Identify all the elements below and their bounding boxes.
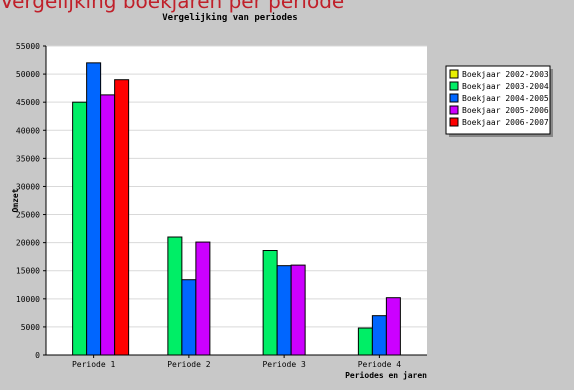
bar	[262, 250, 278, 356]
legend-label: Boekjaar 2005-2006	[462, 106, 549, 115]
y-tick-label: 40000	[16, 126, 40, 135]
x-tick-labels: Periode 1 Periode 2 Periode 3 Periode 4	[72, 355, 401, 369]
bar	[86, 62, 102, 356]
header-text: Vergelijking boekjaren per periode	[0, 0, 345, 13]
bar	[181, 279, 197, 356]
x-axis-title: Periodes en jaren	[345, 370, 427, 380]
y-tick-label: 10000	[16, 295, 40, 304]
legend-swatch	[449, 81, 459, 91]
legend-label: Boekjaar 2003-2004	[462, 82, 549, 91]
bar	[357, 327, 373, 356]
bar	[276, 265, 292, 356]
legend-label: Boekjaar 2002-2003	[462, 70, 549, 79]
y-tick-label: 45000	[16, 98, 40, 107]
legend-box	[445, 65, 551, 135]
y-tick-label: 5000	[21, 323, 40, 332]
legend-swatch	[449, 93, 459, 103]
y-tick-label: 30000	[16, 182, 40, 191]
bar	[100, 94, 116, 356]
y-tick-label: 15000	[16, 267, 40, 276]
y-tick-label: 0	[35, 351, 40, 360]
bar	[290, 264, 306, 356]
legend-swatch	[449, 117, 459, 127]
legend-swatch	[449, 105, 459, 115]
legend-swatch	[449, 69, 459, 79]
legend-label: Boekjaar 2004-2005	[462, 94, 549, 103]
y-tick-label: 20000	[16, 239, 40, 248]
y-tick-label: 50000	[16, 70, 40, 79]
bar	[114, 79, 130, 356]
bar	[195, 241, 211, 356]
x-tick-label: Periode 2	[167, 360, 211, 369]
chart-title: Vergelijking van periodes	[162, 12, 297, 23]
y-axis-title: Omzet	[11, 188, 20, 212]
bar	[72, 101, 88, 356]
y-tick-labels: 0 5000 10000 15000 20000 25000 30000 35000 40000…	[16, 42, 46, 360]
bars	[72, 62, 401, 356]
y-tick-label: 35000	[16, 154, 40, 163]
x-tick-label: Periode 1	[72, 360, 116, 369]
x-tick-label: Periode 4	[358, 360, 402, 369]
legend-label: Boekjaar 2006-2007	[462, 118, 549, 127]
y-tick-label: 25000	[16, 211, 40, 220]
bar	[385, 297, 401, 356]
x-tick-label: Periode 3	[262, 360, 306, 369]
bar	[371, 315, 387, 356]
axes	[45, 46, 427, 356]
legend: Boekjaar 2002-2003 Boekjaar 2003-2004 Boek…	[445, 65, 553, 137]
bar	[167, 236, 183, 356]
y-tick-label: 55000	[16, 42, 40, 51]
